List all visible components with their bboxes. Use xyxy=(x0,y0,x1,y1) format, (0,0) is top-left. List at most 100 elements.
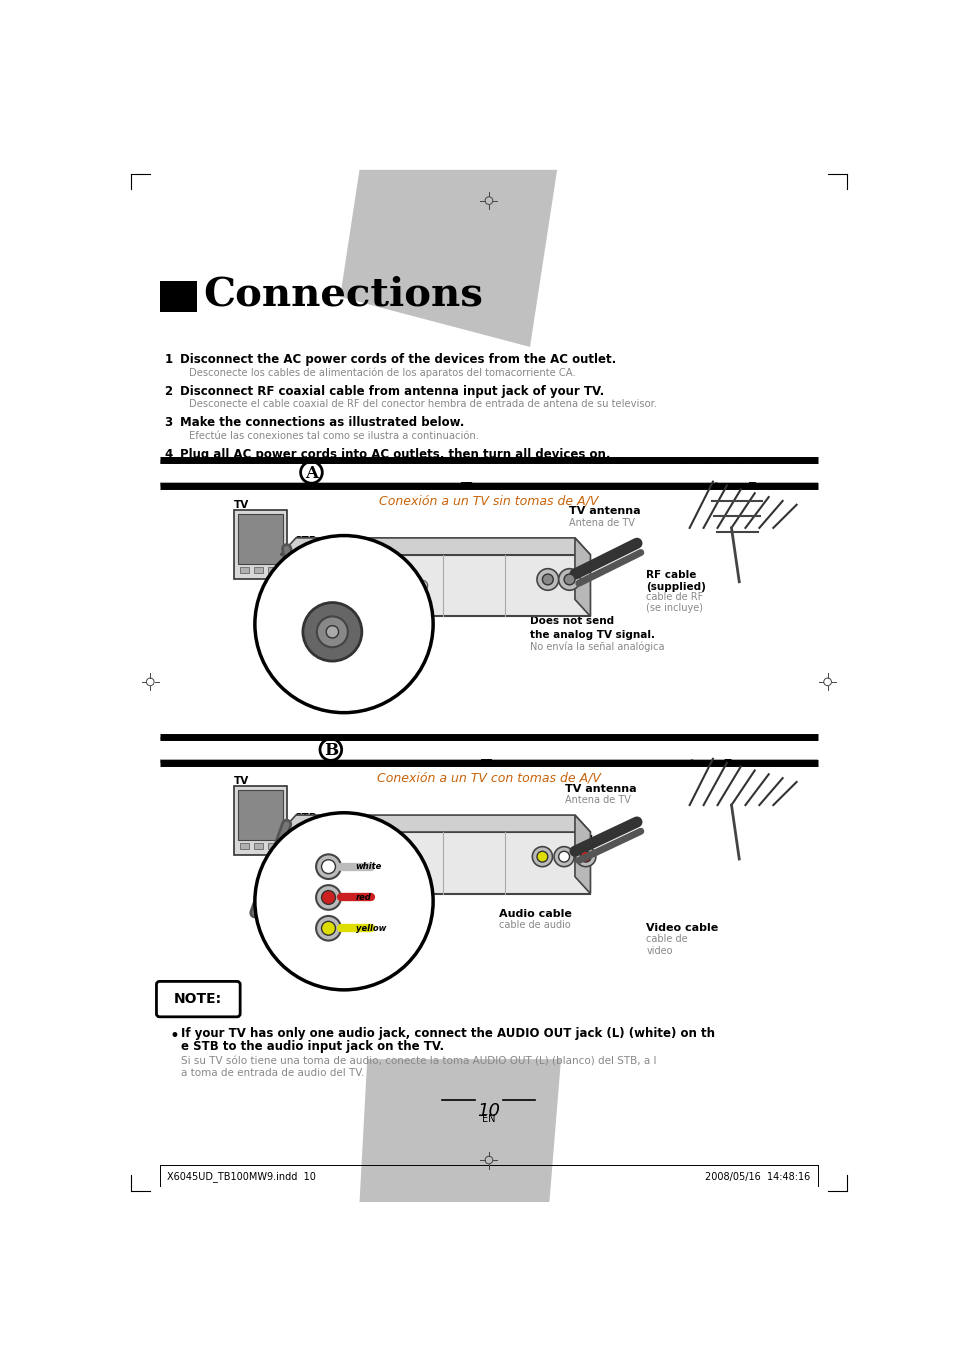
Circle shape xyxy=(563,574,575,585)
Circle shape xyxy=(558,569,579,590)
FancyBboxPatch shape xyxy=(159,740,818,759)
Text: Conexión a un TV con tomas de A/V: Conexión a un TV con tomas de A/V xyxy=(376,771,600,785)
Text: Connections: Connections xyxy=(203,276,482,313)
Text: TV: TV xyxy=(233,500,249,511)
FancyBboxPatch shape xyxy=(159,736,818,763)
FancyBboxPatch shape xyxy=(159,463,818,482)
Text: Audio cable: Audio cable xyxy=(498,909,571,919)
Polygon shape xyxy=(280,538,590,555)
Text: e STB to the audio input jack on the TV.: e STB to the audio input jack on the TV. xyxy=(181,1040,444,1052)
Text: yellow: yellow xyxy=(355,924,386,932)
Text: AC IN: AC IN xyxy=(305,578,324,585)
Text: A: A xyxy=(305,465,317,482)
Text: TV antenna: TV antenna xyxy=(568,507,639,516)
FancyBboxPatch shape xyxy=(237,790,282,840)
FancyBboxPatch shape xyxy=(233,786,286,855)
Text: Antena de TV: Antena de TV xyxy=(564,794,630,805)
Text: a toma de entrada de audio del TV.: a toma de entrada de audio del TV. xyxy=(181,1067,364,1078)
Text: Antena de TV: Antena de TV xyxy=(568,517,634,528)
Circle shape xyxy=(558,851,569,862)
Text: Efectúe las conexiones tal como se ilustra a continuación.: Efectúe las conexiones tal como se ilust… xyxy=(189,431,478,440)
Text: 3: 3 xyxy=(164,416,172,430)
Text: STB: STB xyxy=(294,535,316,546)
Circle shape xyxy=(575,847,596,867)
Circle shape xyxy=(326,626,338,638)
Circle shape xyxy=(554,847,574,867)
Text: If your TV has only one audio jack, connect the AUDIO OUT jack (L) (white) on th: If your TV has only one audio jack, conn… xyxy=(181,1027,715,1040)
Circle shape xyxy=(365,580,376,590)
FancyBboxPatch shape xyxy=(159,461,818,485)
Text: Connecting to a TV without A/V Jacks: Connecting to a TV without A/V Jacks xyxy=(325,461,819,485)
Text: B: B xyxy=(323,742,337,759)
Text: Connecting to a TV with A/V Jacks: Connecting to a TV with A/V Jacks xyxy=(344,739,794,762)
Circle shape xyxy=(315,885,340,909)
Text: white: white xyxy=(355,862,381,871)
Text: cable de
video: cable de video xyxy=(645,934,687,957)
Circle shape xyxy=(390,857,404,870)
Text: Disconnect RF coaxial cable from antenna input jack of your TV.: Disconnect RF coaxial cable from antenna… xyxy=(179,385,603,397)
FancyBboxPatch shape xyxy=(237,513,282,565)
Circle shape xyxy=(347,857,360,870)
Circle shape xyxy=(532,847,552,867)
FancyBboxPatch shape xyxy=(268,567,277,573)
FancyBboxPatch shape xyxy=(280,555,590,616)
Text: 1: 1 xyxy=(164,353,172,366)
Text: Si su TV sólo tiene una toma de audio, conecte la toma AUDIO OUT (L) (blanco) de: Si su TV sólo tiene una toma de audio, c… xyxy=(181,1056,656,1066)
Circle shape xyxy=(303,603,361,661)
FancyBboxPatch shape xyxy=(253,843,263,848)
Circle shape xyxy=(315,916,340,940)
Text: EN: EN xyxy=(481,1113,496,1124)
Text: RF cable
(supplied): RF cable (supplied) xyxy=(645,570,705,592)
Text: 2008/05/16  14:48:16: 2008/05/16 14:48:16 xyxy=(704,1171,810,1182)
FancyBboxPatch shape xyxy=(233,511,286,580)
Circle shape xyxy=(537,569,558,590)
Text: red: red xyxy=(578,835,593,843)
Text: No envía la señal analógica: No envía la señal analógica xyxy=(530,642,664,651)
Text: TV antenna: TV antenna xyxy=(564,785,636,794)
Polygon shape xyxy=(575,538,590,616)
Text: 10: 10 xyxy=(476,1101,500,1120)
FancyBboxPatch shape xyxy=(240,843,249,848)
Text: Does not send
the analog TV signal.: Does not send the analog TV signal. xyxy=(530,616,655,639)
Polygon shape xyxy=(359,1059,560,1202)
Text: Plug all AC power cords into AC outlets, then turn all devices on.: Plug all AC power cords into AC outlets,… xyxy=(179,447,610,461)
Text: Disconnect the AC power cords of the devices from the AC outlet.: Disconnect the AC power cords of the dev… xyxy=(179,353,616,366)
Text: 4: 4 xyxy=(164,447,172,461)
Circle shape xyxy=(315,854,340,880)
Circle shape xyxy=(416,580,427,590)
Text: TV: TV xyxy=(233,775,249,786)
Polygon shape xyxy=(280,815,590,832)
Circle shape xyxy=(316,616,348,647)
Circle shape xyxy=(321,921,335,935)
Circle shape xyxy=(321,859,335,874)
FancyBboxPatch shape xyxy=(268,843,277,848)
FancyBboxPatch shape xyxy=(253,567,263,573)
FancyBboxPatch shape xyxy=(159,281,196,312)
Circle shape xyxy=(254,813,433,990)
Text: white: white xyxy=(552,835,576,843)
Text: X6045UD_TB100MW9.indd  10: X6045UD_TB100MW9.indd 10 xyxy=(167,1171,315,1182)
Circle shape xyxy=(579,851,591,862)
Circle shape xyxy=(382,580,394,590)
Text: •: • xyxy=(170,1027,179,1044)
Circle shape xyxy=(542,574,553,585)
Text: Conexión a un TV sin tomas de A/V: Conexión a un TV sin tomas de A/V xyxy=(379,494,598,508)
Polygon shape xyxy=(340,170,557,347)
Text: STB: STB xyxy=(294,813,316,823)
Circle shape xyxy=(254,535,433,713)
Text: yellow: yellow xyxy=(528,835,556,843)
Text: red: red xyxy=(355,893,371,902)
Text: Desconecte los cables de alimentación de los aparatos del tomacorriente CA.: Desconecte los cables de alimentación de… xyxy=(189,367,576,378)
Circle shape xyxy=(369,857,382,870)
Text: Desconecte el cable coaxial de RF del conector hembra de entrada de antena de su: Desconecte el cable coaxial de RF del co… xyxy=(189,400,657,409)
FancyBboxPatch shape xyxy=(240,567,249,573)
Polygon shape xyxy=(575,815,590,893)
Text: Video cable: Video cable xyxy=(645,923,718,934)
Circle shape xyxy=(321,890,335,904)
Text: Enchufe todos los cables eléctricos de CA en los tomacorrientes de CA y conecte : Enchufe todos los cables eléctricos de C… xyxy=(189,462,781,473)
Text: cable de RF
(se incluye): cable de RF (se incluye) xyxy=(645,592,702,613)
Text: cable de audio: cable de audio xyxy=(498,920,570,929)
FancyBboxPatch shape xyxy=(156,981,240,1017)
Text: NOTE:: NOTE: xyxy=(174,992,222,1006)
Text: Make the connections as illustrated below.: Make the connections as illustrated belo… xyxy=(179,416,463,430)
